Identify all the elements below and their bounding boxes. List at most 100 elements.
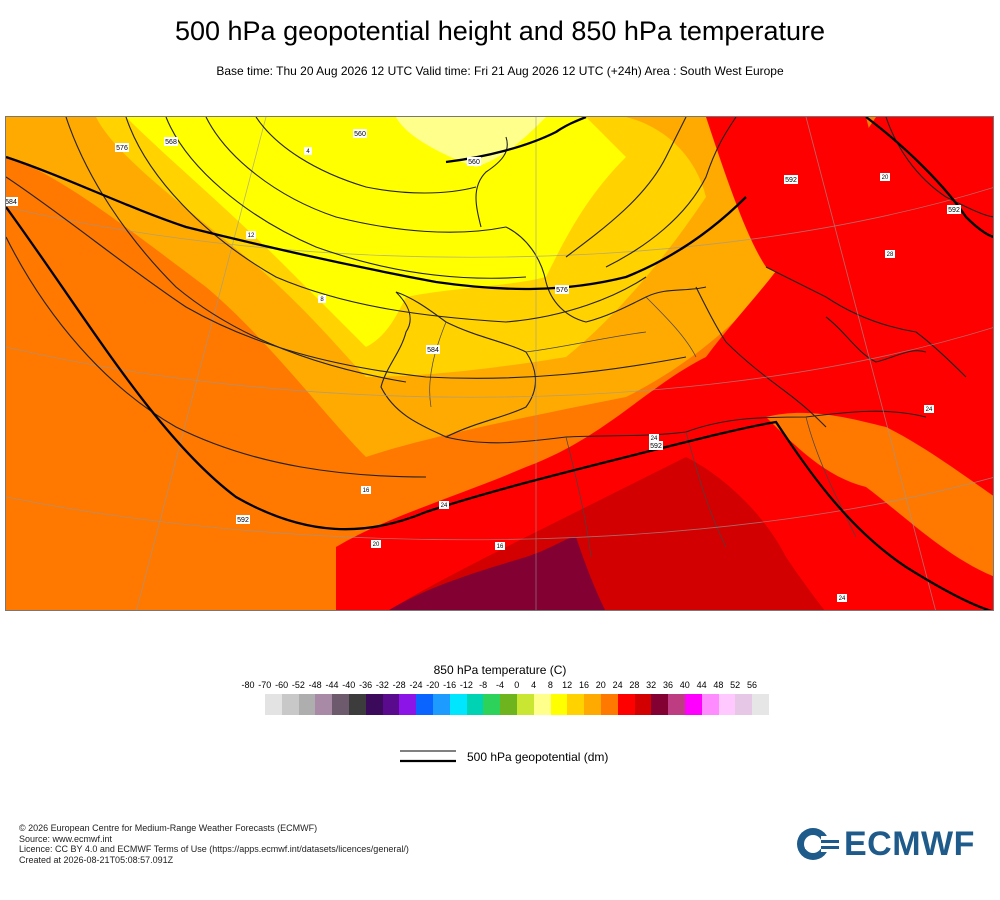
legend-swatch [382, 694, 400, 715]
contour-label: 568 [164, 137, 178, 146]
contour-label-text: 584 [427, 347, 439, 354]
temp-label: 16 [495, 542, 505, 550]
legend-tick-label: -8 [479, 680, 488, 690]
legend-swatch [449, 694, 467, 715]
legend-swatch [634, 694, 652, 715]
legend-swatch [668, 694, 685, 715]
ecmwf-logo-icon [797, 828, 841, 860]
contour-label-text: 584 [6, 199, 17, 206]
temp-label-text: 16 [497, 544, 504, 550]
legend-tick-label: 20 [595, 680, 606, 690]
legend-tick-label: -80 [241, 680, 255, 690]
temp-label: 24 [837, 594, 847, 602]
temp-label-text: 24 [441, 503, 448, 509]
map-canvas: 584 576 568 560 560 576 584 592 592 592 … [6, 117, 993, 610]
geopotential-legend-label: 500 hPa geopotential (dm) [467, 750, 609, 764]
legend-swatch [348, 694, 366, 715]
contour-label: 576 [115, 143, 129, 152]
legend-swatch [332, 694, 349, 715]
contour-label: 576 [555, 285, 569, 294]
contour-label-text: 592 [785, 177, 797, 184]
legend-swatch [735, 694, 753, 715]
legend-swatch [701, 694, 719, 715]
chart-title: 500 hPa geopotential height and 850 hPa … [174, 16, 825, 46]
temp-label: 4 [304, 147, 312, 155]
legend-swatch [315, 694, 333, 715]
temp-label-text: 4 [306, 149, 310, 155]
temp-label: 28 [885, 250, 895, 258]
legend-swatch [466, 694, 484, 715]
contour-label-text: 560 [354, 131, 366, 138]
legend-swatch [265, 694, 282, 715]
legend-tick-label: 24 [612, 680, 623, 690]
country-borders [429, 296, 857, 558]
legend-swatch [567, 694, 585, 715]
contour-label-text: 576 [116, 145, 128, 152]
contour-label: 592 [947, 205, 961, 214]
legend-tick-label: -40 [342, 680, 356, 690]
contour-label: 560 [353, 129, 367, 138]
contour-label-text: 560 [468, 159, 480, 166]
temp-label-text: 16 [363, 488, 370, 494]
temp-label: 20 [880, 173, 890, 181]
legend-swatch [399, 694, 417, 715]
temp-label: 8 [318, 295, 326, 303]
legend-tick-label: 40 [679, 680, 690, 690]
contour-label-text: 592 [237, 517, 249, 524]
contour-label-text: 568 [165, 139, 177, 146]
legend-swatch [533, 694, 551, 715]
legend-tick-label: -28 [392, 680, 406, 690]
temp-label: 12 [246, 231, 256, 239]
ecmwf-logo-text: ECMWF [844, 825, 975, 863]
temp-label-text: 24 [651, 436, 658, 442]
legend-color-bar [265, 694, 769, 715]
ecmwf-logo: ECMWF [795, 825, 985, 863]
legend-swatch [500, 694, 517, 715]
contour-label: 592 [236, 515, 250, 524]
temp-band-4 [396, 117, 546, 167]
legend-tick-label: 28 [629, 680, 640, 690]
legend-tick-label: 0 [514, 680, 520, 690]
legend-swatch [365, 694, 383, 715]
legend-tick-label: -16 [443, 680, 457, 690]
legend-tick-label: 56 [746, 680, 758, 690]
legend-tick-label: 48 [713, 680, 724, 690]
legend-swatch [516, 694, 534, 715]
temperature-labels: 4 8 12 16 20 24 20 24 28 24 24 16 [246, 147, 934, 602]
temp-label-text: 24 [926, 407, 933, 413]
legend-swatch [617, 694, 635, 715]
legend-tick-label: -20 [426, 680, 440, 690]
contour-labels: 584 576 568 560 560 576 584 592 592 592 … [6, 129, 961, 524]
legend-tick-label: 16 [578, 680, 590, 690]
contour-label: 584 [6, 197, 18, 206]
temp-label-text: 20 [882, 175, 889, 181]
legend-tick-label: -52 [291, 680, 305, 690]
footer-source: Source: www.ecmwf.int [19, 833, 113, 844]
legend-tick-label: -24 [409, 680, 423, 690]
geopotential-legend-lines [400, 750, 456, 763]
temp-label: 16 [361, 486, 371, 494]
legend-tick-label: -48 [308, 680, 322, 690]
legend-tick-label: 12 [562, 680, 573, 690]
temp-band-24-north [706, 117, 881, 277]
temp-label-text: 20 [373, 542, 380, 548]
legend-swatch [651, 694, 669, 715]
footer-credits: © 2026 European Centre for Medium-Range … [19, 823, 409, 865]
legend-tick-label: 4 [531, 680, 537, 690]
legend-tick-label: 8 [547, 680, 553, 690]
temp-label-text: 12 [248, 233, 255, 239]
legend-swatch [684, 694, 702, 715]
temp-label: 24 [649, 434, 659, 442]
temp-label: 24 [924, 405, 934, 413]
legend-swatch [752, 694, 769, 715]
footer-created: Created at 2026-08-21T05:08:57.091Z [19, 854, 174, 865]
graticule [6, 117, 993, 610]
legend-tick-label: -4 [495, 680, 505, 690]
legend-swatch [281, 694, 299, 715]
contour-label: 560 [467, 157, 481, 166]
legend-tick-label: 52 [730, 680, 741, 690]
legend-tick-label: -32 [375, 680, 389, 690]
contour-label-text: 576 [556, 287, 568, 294]
legend-tick-label: -70 [258, 680, 272, 690]
legend-title: 850 hPa temperature (C) [433, 663, 567, 677]
